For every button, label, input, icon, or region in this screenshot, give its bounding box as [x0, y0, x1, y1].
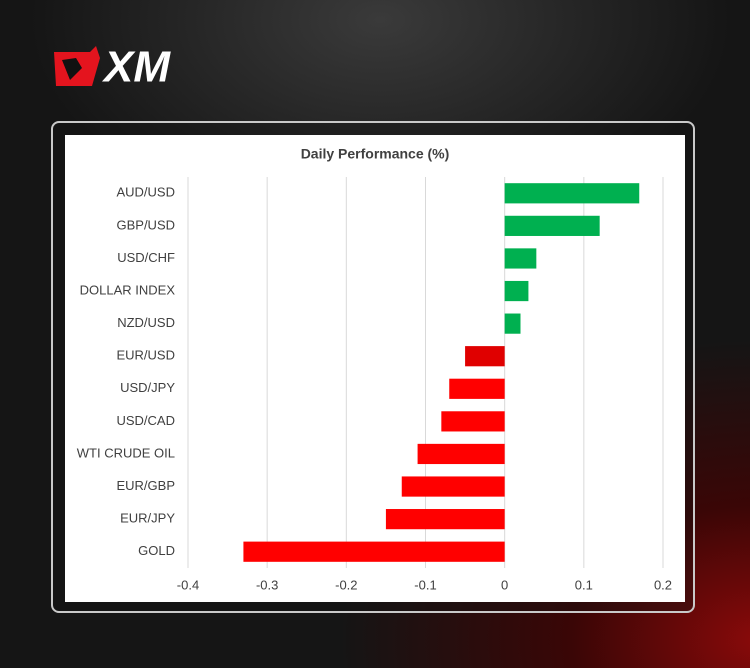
bar — [385, 509, 505, 530]
bar — [504, 248, 537, 269]
bar — [449, 378, 505, 399]
bar — [504, 313, 521, 334]
chart-title: Daily Performance (%) — [301, 146, 450, 162]
y-tick-label: WTI CRUDE OIL — [77, 445, 175, 460]
y-tick-label: USD/JPY — [120, 380, 175, 395]
x-tick-label: -0.2 — [335, 577, 357, 592]
logo-text: XM — [101, 46, 171, 92]
y-tick-label: USD/CAD — [116, 413, 175, 428]
bar — [417, 443, 505, 465]
bar — [504, 280, 529, 302]
y-tick-label: EUR/JPY — [120, 511, 175, 526]
y-tick-label: EUR/USD — [116, 348, 175, 363]
y-tick-label: EUR/GBP — [116, 478, 175, 493]
x-tick-label: -0.4 — [177, 577, 199, 592]
x-tick-label: 0 — [501, 577, 508, 592]
x-tick-label: -0.3 — [256, 577, 278, 592]
bar — [401, 476, 505, 497]
bar — [504, 183, 640, 204]
bar — [465, 346, 505, 367]
y-tick-label: AUD/USD — [116, 185, 175, 200]
bar — [243, 541, 505, 562]
chart: Daily Performance (%) -0.4 -0.3 -0.2 -0.1 0 0… — [65, 135, 685, 602]
y-tick-label: GOLD — [138, 543, 175, 558]
bar — [504, 215, 600, 236]
x-tick-label: -0.1 — [414, 577, 436, 592]
x-tick-label: 0.1 — [575, 577, 593, 592]
chart-background — [65, 135, 685, 602]
y-tick-label: USD/CHF — [117, 250, 175, 265]
logo-bull — [62, 58, 82, 80]
y-tick-label: GBP/USD — [116, 217, 175, 232]
x-tick-label: 0.2 — [654, 577, 672, 592]
bar — [441, 411, 505, 432]
y-tick-label: DOLLAR INDEX — [80, 282, 176, 297]
logo: XM — [54, 46, 171, 92]
y-tick-label: NZD/USD — [117, 315, 175, 330]
